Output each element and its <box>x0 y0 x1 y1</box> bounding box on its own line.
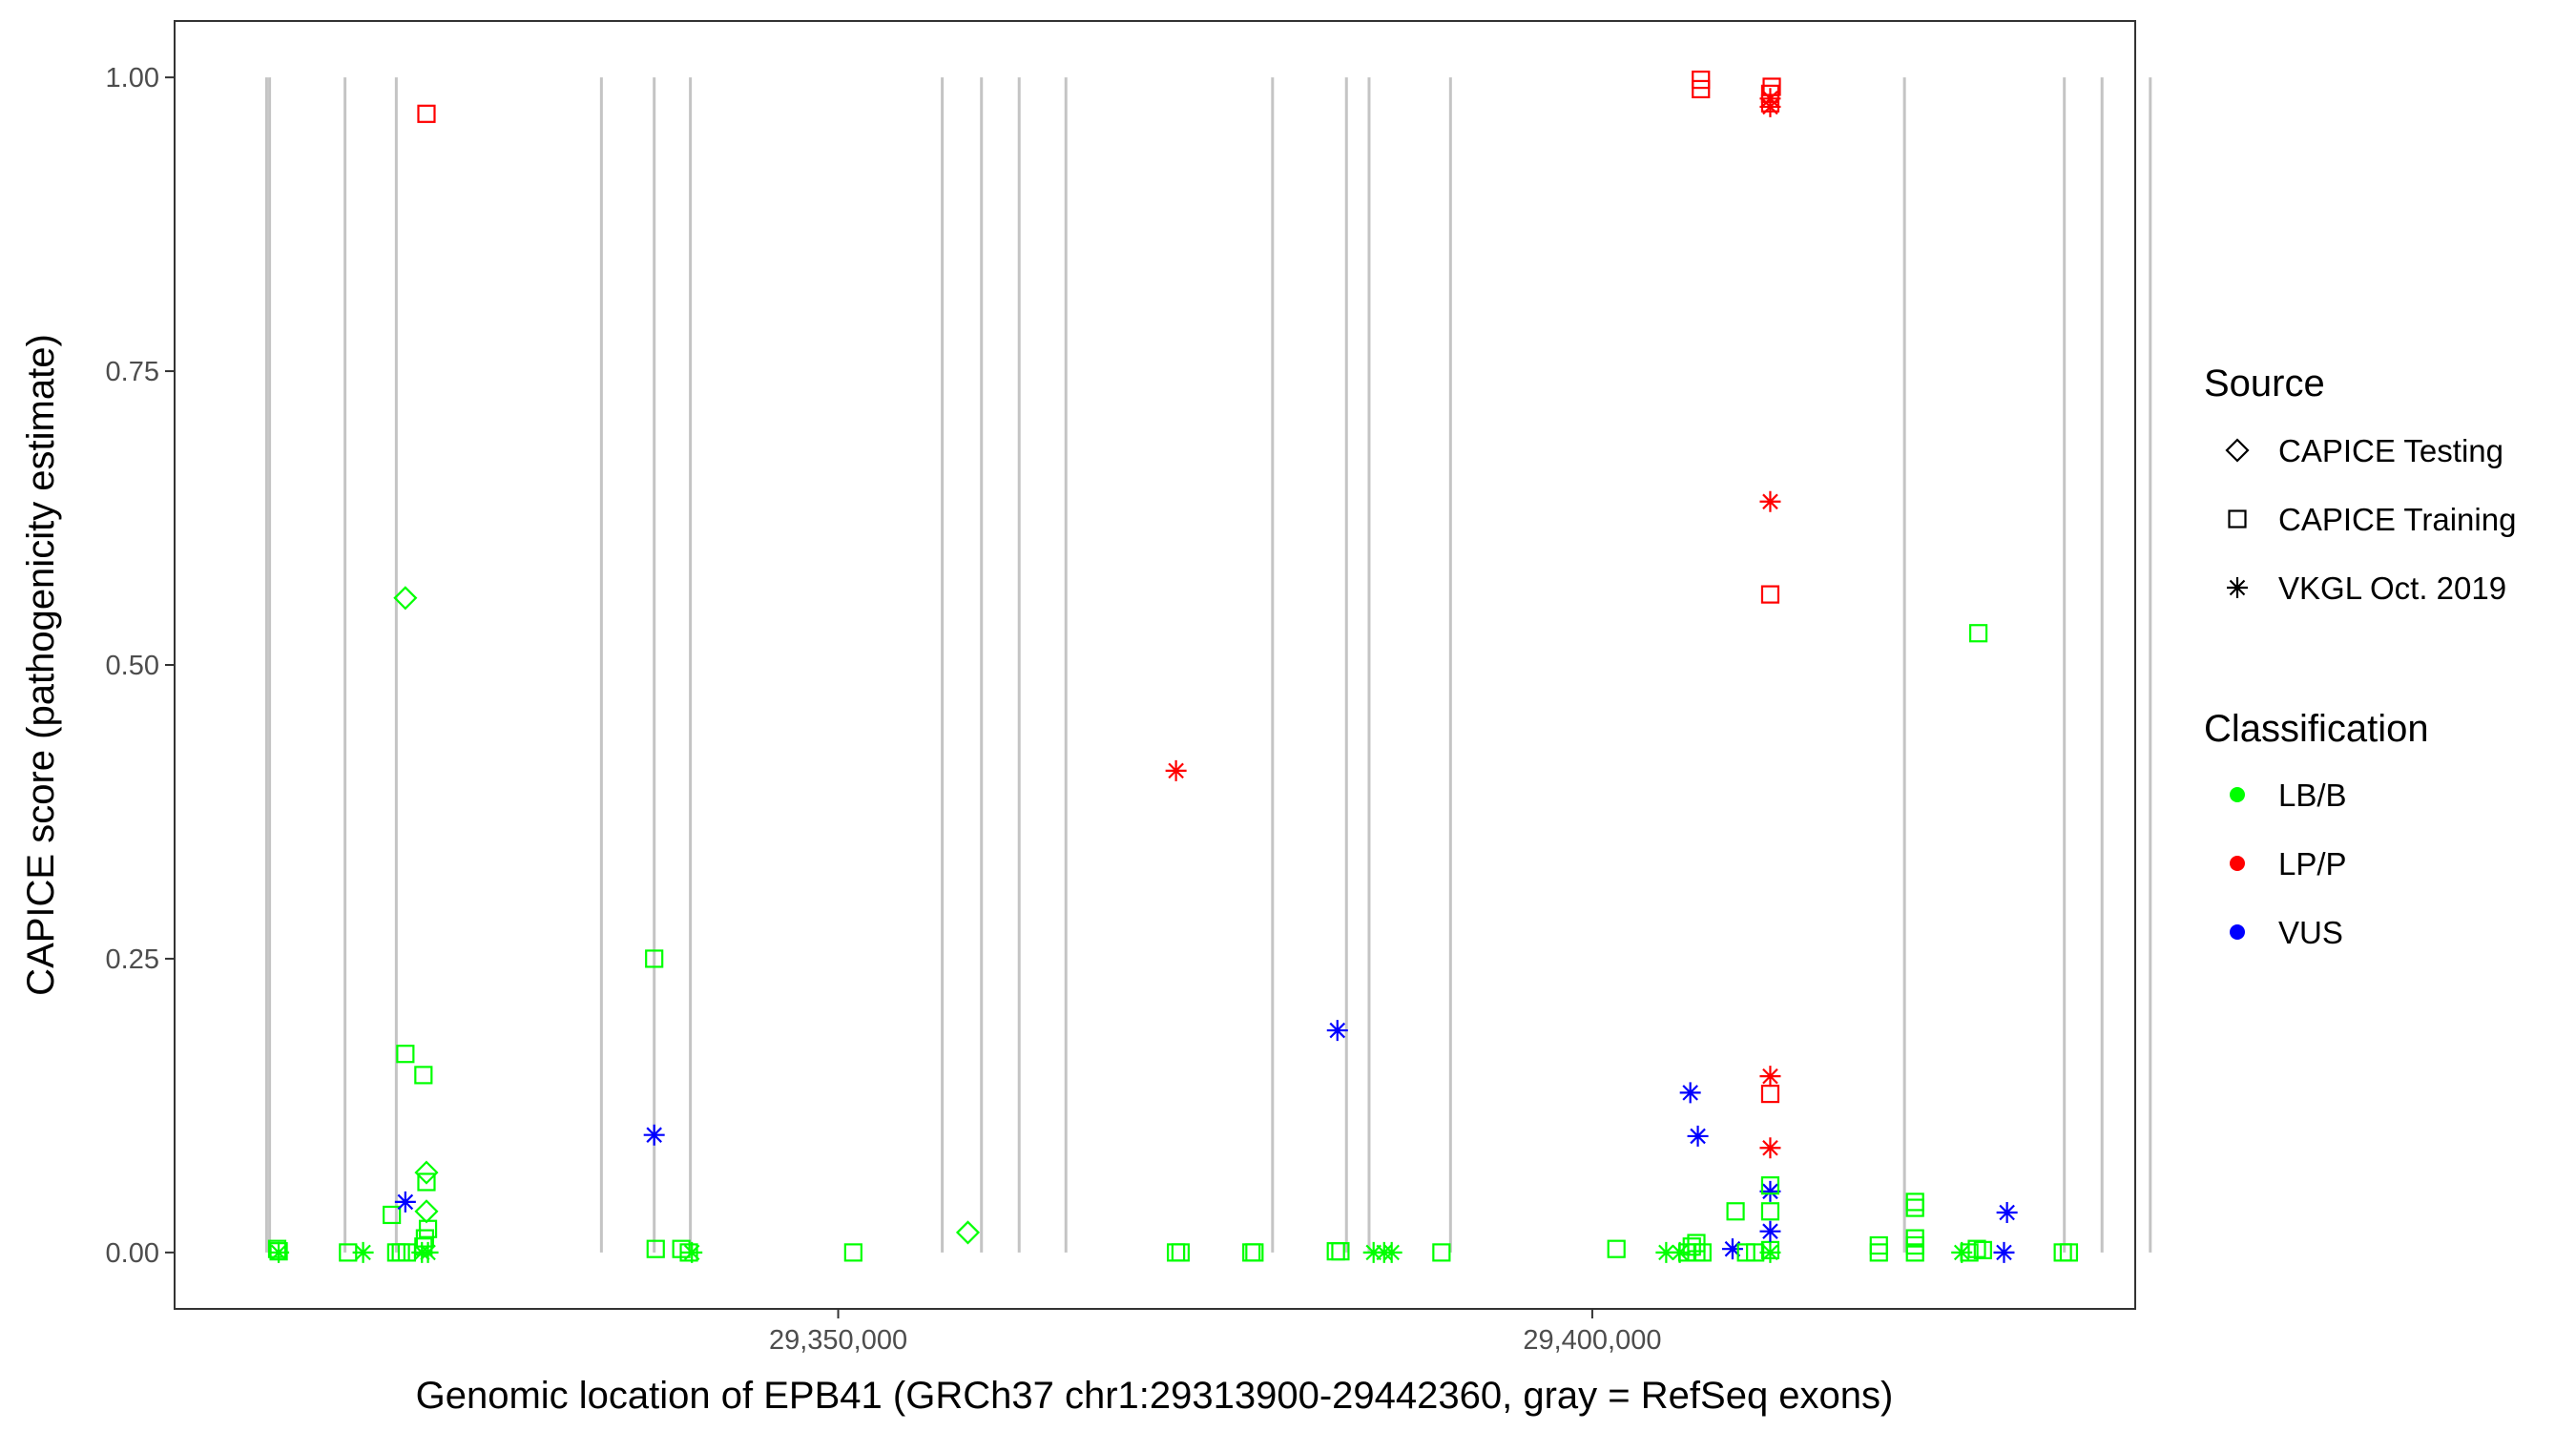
data-point <box>1760 1176 1780 1195</box>
data-point <box>1362 1241 1384 1263</box>
data-point <box>1760 1240 1780 1260</box>
data-point <box>267 1239 287 1258</box>
data-point <box>1869 1235 1888 1255</box>
legend-color-swatch-icon <box>2230 924 2245 940</box>
data-point <box>1721 1238 1743 1260</box>
legend-source-label: VKGL Oct. 2019 <box>2278 570 2506 606</box>
y-tick-label: 0.50 <box>106 651 159 681</box>
data-point <box>1996 1202 2018 1223</box>
data-point <box>1759 490 1781 512</box>
data-point <box>396 1045 415 1064</box>
data-point <box>1967 1239 1986 1258</box>
legend-source-title: Source <box>2204 363 2325 404</box>
data-point <box>417 1241 439 1263</box>
data-point <box>1759 1066 1781 1088</box>
data-point <box>418 1219 438 1238</box>
data-point <box>681 1241 703 1263</box>
x-axis: 29,350,000 29,400,000 <box>769 1309 1662 1356</box>
data-point <box>1245 1243 1264 1262</box>
x-tick-label: 29,350,000 <box>769 1325 907 1356</box>
data-point <box>1759 88 1781 110</box>
data-point <box>1655 1241 1677 1263</box>
data-point <box>1760 1202 1780 1221</box>
data-point <box>1759 1137 1781 1159</box>
legend: Source Classification CAPICE TestingCAPI… <box>2204 363 2516 950</box>
data-points <box>267 70 2079 1263</box>
y-axis-title: CAPICE score (pathogenicity estimate) <box>20 334 62 996</box>
legend-diamond-icon <box>2225 438 2250 463</box>
data-point <box>1165 759 1187 781</box>
legend-color-swatch-icon <box>2230 856 2245 871</box>
legend-star-icon <box>2227 577 2248 598</box>
data-point <box>1760 585 1780 604</box>
data-point <box>1607 1239 1626 1258</box>
legend-classification-label: LP/P <box>2278 846 2347 881</box>
data-point <box>1692 79 1711 99</box>
data-point <box>1762 77 1781 96</box>
data-point <box>1973 1240 1992 1260</box>
data-point <box>1905 1229 1924 1248</box>
data-point <box>414 1160 439 1185</box>
data-point <box>1759 1241 1781 1263</box>
legend-classification-items: LB/B LP/P VUS <box>2230 778 2347 950</box>
legend-source-label: CAPICE Testing <box>2278 433 2503 468</box>
x-axis-title: Genomic location of EPB41 (GRCh37 chr1:2… <box>416 1375 1894 1417</box>
y-tick-label: 0.00 <box>106 1238 159 1269</box>
data-point <box>1969 624 1988 643</box>
legend-classification-title: Classification <box>2204 708 2429 750</box>
data-point <box>417 104 436 123</box>
data-point <box>645 949 664 968</box>
data-point <box>1331 1242 1350 1261</box>
data-point <box>394 1191 416 1213</box>
data-point <box>1726 1202 1745 1221</box>
data-point <box>352 1241 374 1263</box>
data-point <box>417 1172 436 1192</box>
data-point <box>1326 1020 1348 1042</box>
data-point <box>1687 1234 1706 1253</box>
x-tick-label: 29,400,000 <box>1523 1325 1661 1356</box>
legend-source-items: CAPICE Testing CAPICE Training VKGL Oct. 2… <box>2225 433 2516 606</box>
data-point <box>1171 1243 1190 1262</box>
data-point <box>1687 1125 1709 1147</box>
data-point <box>1682 1237 1701 1256</box>
data-point <box>1759 1220 1781 1242</box>
data-point <box>268 1241 290 1263</box>
data-point <box>414 1066 433 1085</box>
data-point <box>955 1220 981 1245</box>
y-tick-label: 0.25 <box>106 944 159 975</box>
exon-lines <box>264 77 2152 1253</box>
y-tick-label: 0.75 <box>106 357 159 387</box>
y-axis: 0.00 0.25 0.50 0.75 1.00 <box>106 63 175 1269</box>
data-point <box>1693 1243 1712 1262</box>
data-point <box>393 586 418 611</box>
data-point <box>1760 84 1780 103</box>
data-point <box>1432 1243 1451 1262</box>
data-point <box>643 1124 665 1146</box>
data-point <box>1679 1082 1701 1104</box>
legend-color-swatch-icon <box>2230 787 2245 802</box>
data-point <box>646 1239 665 1258</box>
data-point <box>1905 1192 1924 1212</box>
data-point <box>1993 1241 2015 1263</box>
data-point <box>2059 1243 2079 1262</box>
data-point <box>1692 70 1711 90</box>
y-tick-label: 1.00 <box>106 63 159 93</box>
data-point <box>843 1243 862 1262</box>
legend-square-icon <box>2228 509 2247 529</box>
data-point <box>1759 1180 1781 1202</box>
data-point <box>1381 1241 1402 1263</box>
legend-source-label: CAPICE Training <box>2278 502 2516 537</box>
data-point <box>383 1205 402 1225</box>
legend-classification-label: LB/B <box>2278 778 2347 813</box>
legend-classification-label: VUS <box>2278 915 2343 950</box>
